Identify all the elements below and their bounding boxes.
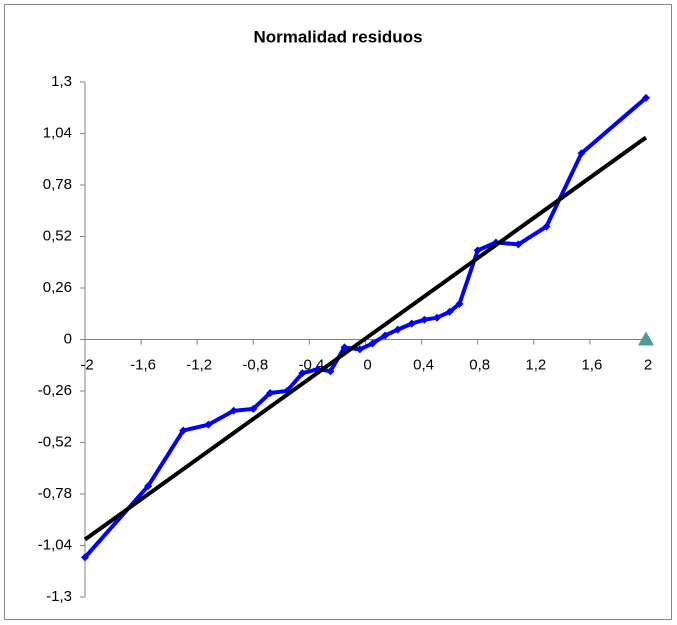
data-point: [638, 331, 654, 346]
data-point: [249, 404, 258, 413]
data-point: [577, 149, 586, 158]
y-tick-label: -0,52: [38, 433, 72, 450]
data-point: [144, 482, 153, 491]
y-tick-label: -0,26: [38, 382, 72, 399]
data-point: [204, 420, 213, 429]
data-point: [298, 369, 307, 378]
y-tick-label: 1,04: [43, 124, 72, 141]
y-tick-label: -0,78: [38, 485, 72, 502]
x-tick-label: 0,4: [413, 356, 434, 373]
data-point: [642, 93, 650, 102]
data-point: [340, 343, 349, 352]
x-tick-label: 2: [644, 356, 652, 373]
data-point: [407, 319, 416, 328]
data-point: [445, 307, 454, 316]
x-tick-label: 0,8: [469, 356, 490, 373]
data-point: [81, 553, 89, 562]
data-point: [514, 240, 523, 249]
data-point: [433, 313, 442, 322]
data-point: [229, 406, 238, 415]
y-tick-label: 0,26: [43, 279, 72, 296]
data-point: [179, 426, 188, 435]
y-tick-label: 0,52: [43, 227, 72, 244]
y-tick-label: 1,3: [51, 73, 72, 90]
x-tick-label: 0: [363, 356, 371, 373]
data-point: [368, 339, 377, 348]
y-tick-label: -1,04: [38, 536, 72, 553]
series-line: [83, 135, 648, 542]
data-point: [393, 325, 402, 334]
x-tick-label: -1,6: [130, 356, 156, 373]
x-tick-label: 1,2: [525, 356, 546, 373]
data-point: [381, 331, 390, 340]
y-tick-label: -1,3: [46, 588, 72, 605]
x-tick-label: -0,8: [242, 356, 268, 373]
x-tick-label: -2: [80, 356, 93, 373]
data-point: [420, 315, 429, 324]
data-point: [473, 246, 482, 255]
x-tick-label: -1,2: [186, 356, 212, 373]
y-tick-label: 0,78: [43, 176, 72, 193]
data-point: [455, 299, 464, 308]
y-tick-label: 0: [64, 330, 72, 347]
x-tick-label: 1,6: [581, 356, 602, 373]
data-point: [266, 388, 275, 397]
data-point: [542, 222, 551, 231]
chart-title: Normalidad residuos: [253, 27, 422, 46]
data-point: [355, 345, 364, 354]
data-point: [326, 367, 335, 376]
